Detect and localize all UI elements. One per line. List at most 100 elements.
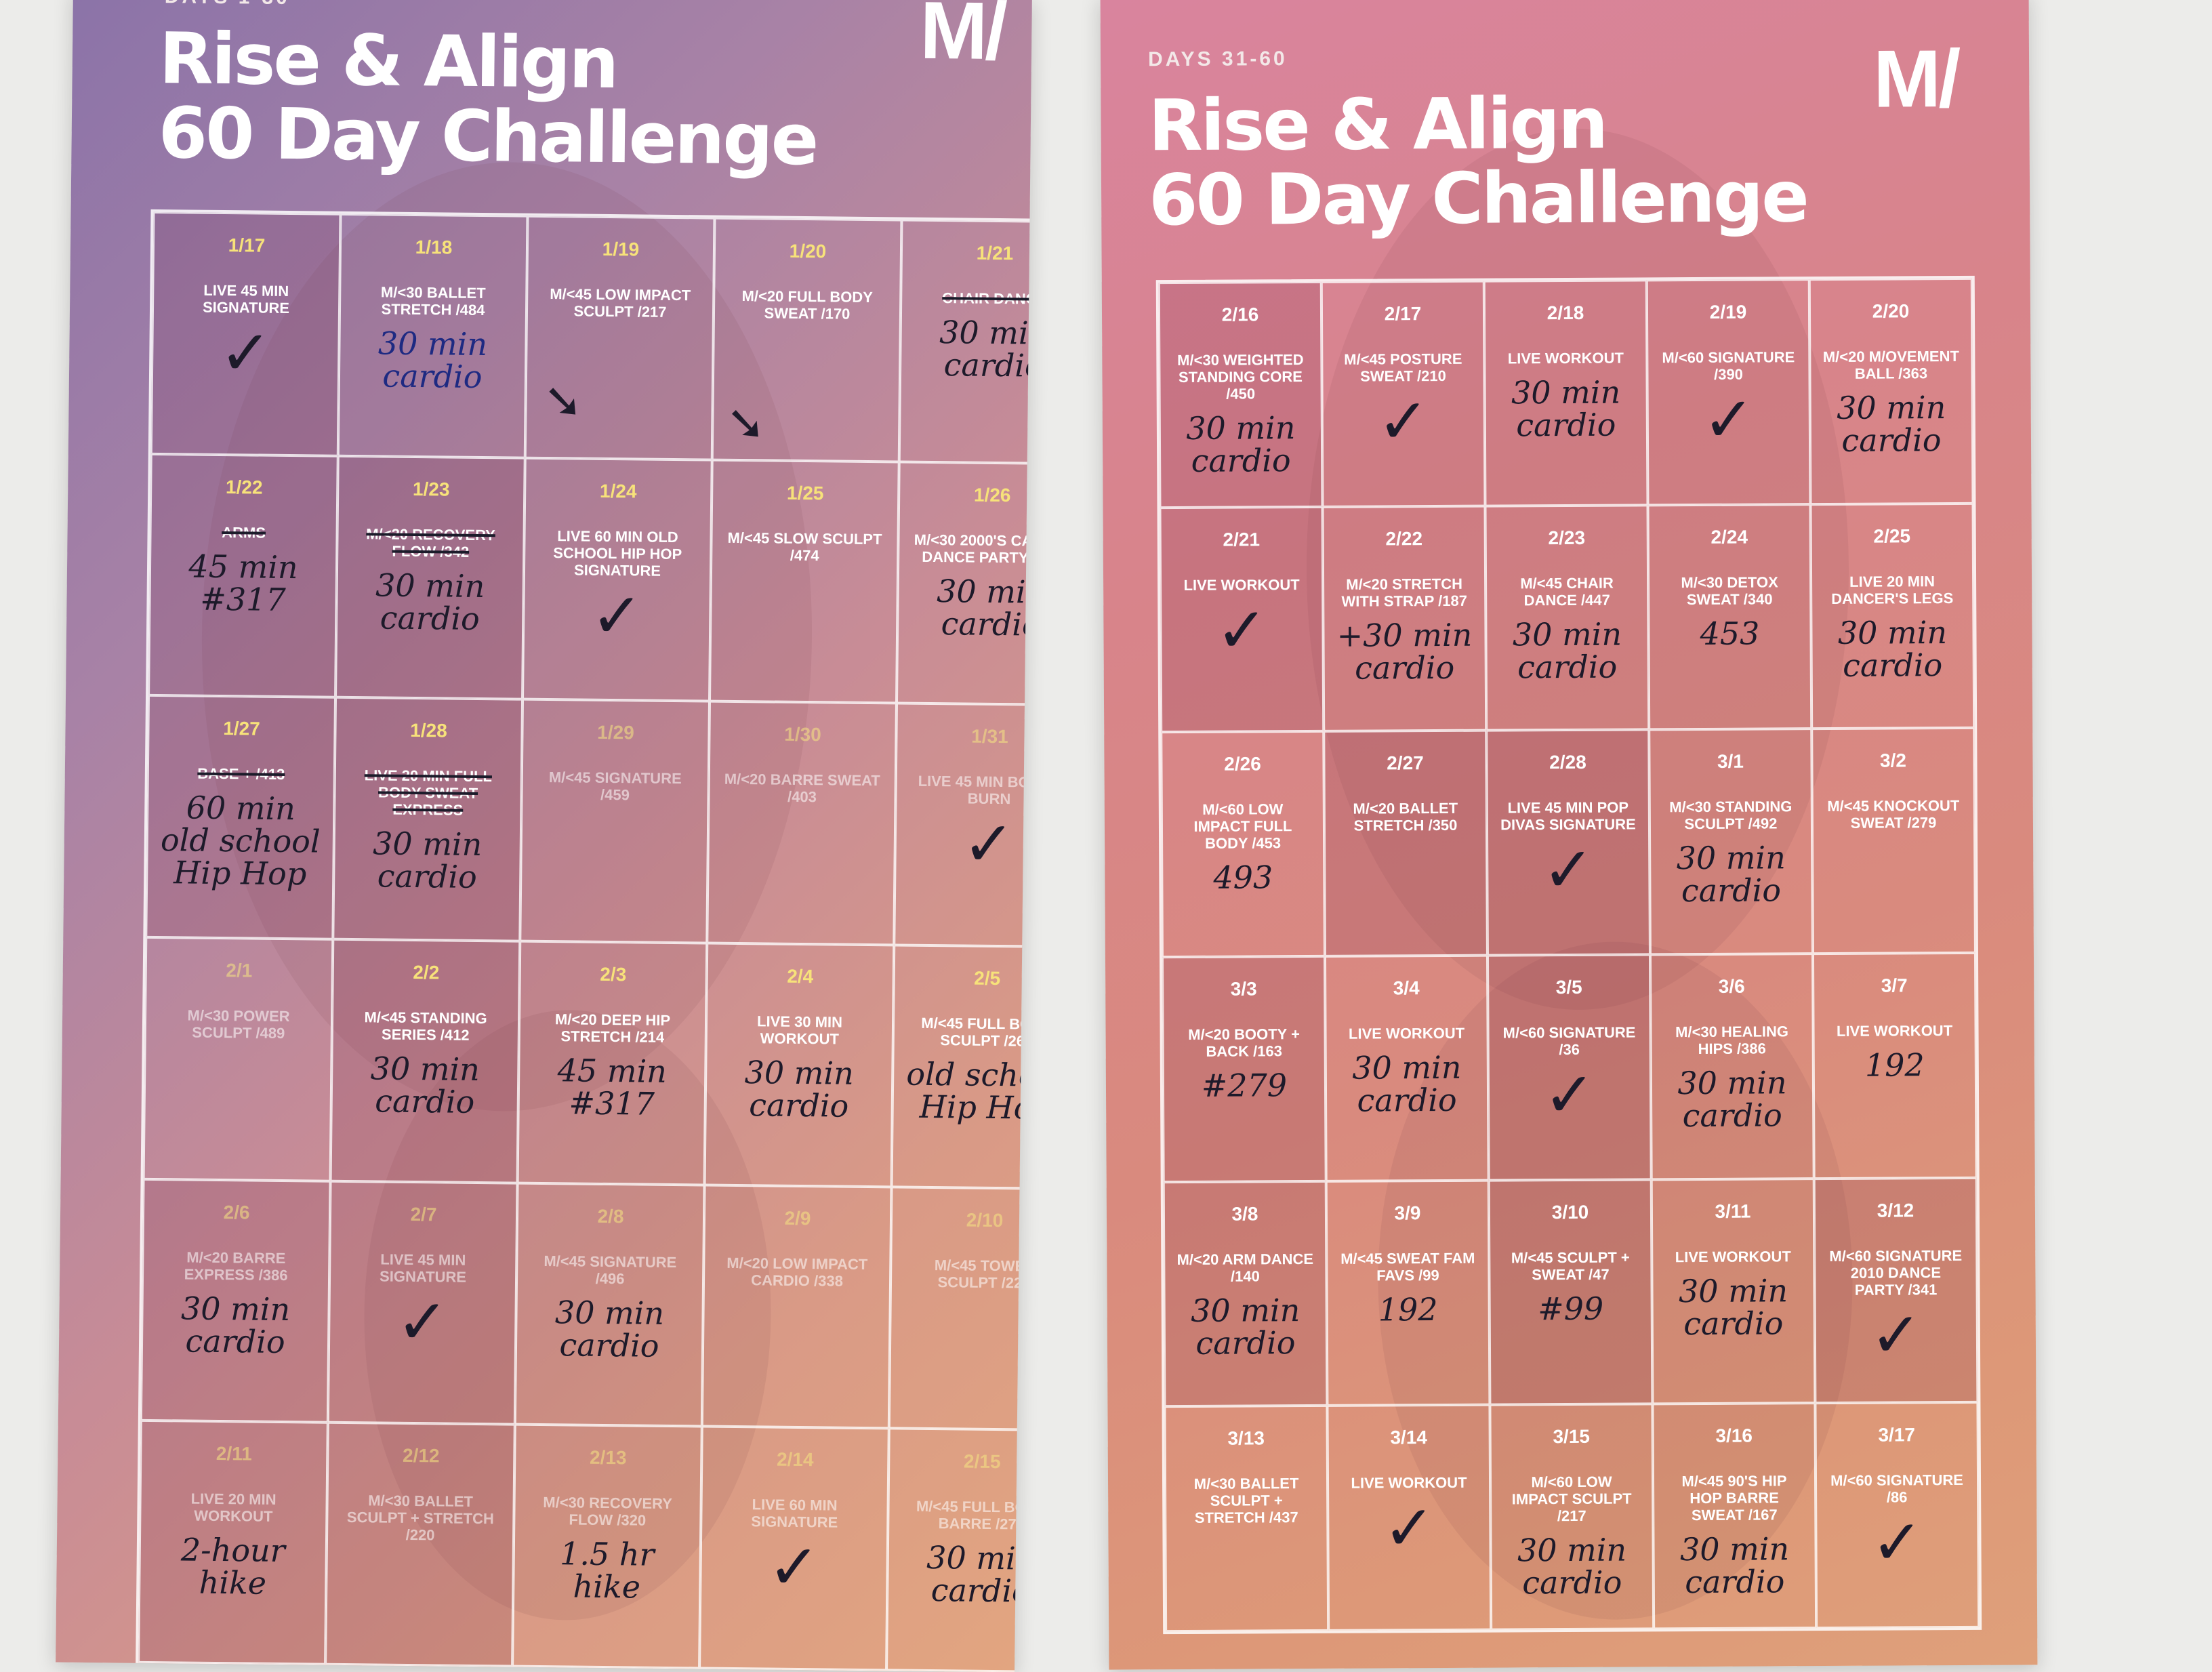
calendar-day-cell: 1/24 LIVE 60 MIN OLD SCHOOL HIP HOP SIGNA…: [523, 457, 712, 701]
day-date: 2/8: [597, 1205, 624, 1227]
calendar-day-cell: 3/7 LIVE WORKOUT 192: [1812, 952, 1977, 1179]
workout-label: M/<30 HEALING HIPS /386: [1675, 1023, 1789, 1057]
calendar-day-cell: 2/28 LIVE 45 MIN POP DIVAS SIGNATURE ✓: [1486, 729, 1650, 956]
handwritten-note: 30 min cardio: [372, 825, 483, 896]
calendar-day-cell: 2/3 M/<20 DEEP HIP STRETCH /214 45 min #31…: [517, 941, 708, 1185]
calendar-day-cell: 2/1 M/<30 POWER SCULPT /489: [143, 937, 333, 1181]
day-date: 1/22: [225, 476, 263, 498]
workout-label: LIVE WORKOUT: [1507, 349, 1624, 367]
day-date: 1/21: [976, 242, 1014, 264]
checkmark-icon: ✓: [1215, 593, 1269, 667]
handwritten-note: 453: [1700, 615, 1760, 652]
workout-label: M/<45 FULL BODY SCULPT /264: [921, 1014, 1032, 1050]
calendar-day-cell: 3/5 M/<60 SIGNATURE /36 ✓: [1487, 954, 1652, 1181]
day-date: 3/15: [1553, 1426, 1591, 1448]
calendar-day-cell: 1/23 M/<20 RECOVERY FLOW /342 30 min cardi…: [335, 455, 525, 699]
handwritten-note: 30 min cardio: [554, 1293, 665, 1364]
calendar-day-cell: 2/19 M/<60 SIGNATURE /390 ✓: [1646, 279, 1811, 506]
calendar-day-cell: 2/2 M/<45 STANDING SERIES /412 30 min card…: [330, 939, 520, 1183]
day-date: 2/20: [1872, 300, 1910, 322]
workout-label: LIVE 45 MIN BOOTY BURN: [918, 773, 1032, 808]
days-label: DAYS 1-30: [165, 0, 290, 9]
handwritten-note: 30 min cardio: [1679, 1530, 1790, 1601]
checkmark-icon: ✓: [1542, 834, 1595, 907]
workout-label: M/<45 TOWEL SCULPT /229: [934, 1256, 1032, 1292]
page-title-line1: Rise & Align: [1148, 81, 1607, 167]
day-date: 2/12: [402, 1445, 440, 1467]
calendar-day-cell: 3/12 M/<60 SIGNATURE 2010 DANCE PARTY /34…: [1814, 1177, 1978, 1404]
calendar-day-cell: 1/29 M/<45 SIGNATURE /459: [520, 699, 710, 943]
day-date: 1/31: [971, 725, 1008, 748]
calendar-day-cell: 3/9 M/<45 SWEAT FAM FAVS /99 192: [1326, 1180, 1490, 1406]
workout-label: LIVE 45 MIN POP DIVAS SIGNATURE: [1500, 798, 1636, 834]
day-date: 1/30: [784, 724, 821, 746]
calendar-day-cell: 3/17 M/<60 SIGNATURE /86 ✓: [1815, 1402, 1980, 1629]
workout-label: M/<30 2000'S CARDIO DANCE PARTY /328: [914, 531, 1032, 567]
calendar-day-cell: 3/13 M/<30 BALLET SCULPT + STRETCH /437: [1164, 1406, 1329, 1632]
handwritten-note: +30 min cardio: [1336, 616, 1473, 687]
day-date: 3/17: [1878, 1424, 1916, 1446]
calendar-day-cell: 2/20 M/<20 M/OVEMENT BALL /363 30 min card…: [1809, 278, 1973, 504]
day-date: 3/10: [1551, 1201, 1589, 1223]
calendar-day-cell: 2/11 LIVE 20 MIN WORKOUT 2-hour hike: [138, 1421, 328, 1665]
workout-label: LIVE 20 MIN WORKOUT: [190, 1490, 276, 1526]
handwritten-note: 493: [1213, 859, 1273, 897]
checkmark-icon: ✓: [396, 1285, 449, 1359]
workout-label: M/<30 STANDING SCULPT /492: [1669, 798, 1793, 833]
workout-label: M/<30 BALLET SCULPT + STRETCH /220: [346, 1492, 494, 1544]
handwritten-note: 30 min cardio: [370, 1050, 480, 1120]
page-title-line2: 60 Day Challenge: [158, 91, 817, 182]
day-date: 2/19: [1709, 301, 1747, 323]
day-date: 3/13: [1227, 1427, 1265, 1449]
day-date: 2/27: [1387, 752, 1424, 774]
day-date: 3/12: [1877, 1199, 1914, 1221]
calendar-day-cell: 1/30 M/<20 BARRE SWEAT /403: [707, 701, 897, 945]
calendar-day-cell: 2/13 M/<30 RECOVERY FLOW /320 1.5 hr hike: [512, 1424, 702, 1669]
calendar-day-cell: 3/6 M/<30 HEALING HIPS /386 30 min cardio: [1650, 954, 1814, 1180]
handwritten-note: 30 min cardio: [1511, 373, 1621, 444]
handwritten-note: 45 min #317: [188, 548, 298, 618]
workout-label: M/<45 SLOW SCULPT /474: [727, 529, 882, 564]
calendar-day-cell: 2/15 M/<45 FULL BODY BARRE /274 30 min car…: [886, 1428, 1032, 1672]
calendar-grid: 2/16 M/<30 WEIGHTED STANDING CORE /450 30 …: [1155, 275, 1982, 1635]
day-date: 2/23: [1548, 527, 1586, 548]
day-date: 3/8: [1231, 1203, 1258, 1225]
day-date: 1/18: [415, 236, 453, 258]
calendar-day-cell: 3/4 LIVE WORKOUT 30 min cardio: [1324, 955, 1489, 1181]
day-date: 1/25: [786, 482, 824, 504]
day-date: 2/9: [784, 1207, 811, 1229]
handwritten-note: 30 min cardio: [1186, 409, 1296, 479]
day-date: 2/25: [1873, 525, 1911, 547]
workout-label: M/<20 DEEP HIP STRETCH /214: [554, 1011, 671, 1046]
workout-label: M/<20 BOOTY + BACK /163: [1188, 1025, 1300, 1060]
day-date: 3/7: [1881, 975, 1908, 996]
day-date: 2/28: [1549, 752, 1586, 773]
calendar-day-cell: 3/11 LIVE WORKOUT 30 min cardio: [1651, 1178, 1816, 1404]
handwritten-note: 30 min cardio: [1837, 613, 1948, 684]
day-date: 3/11: [1715, 1200, 1751, 1222]
workout-label: M/<30 DETOX SWEAT /340: [1681, 573, 1778, 608]
workout-label: CHAIR DANCE: [942, 289, 1032, 308]
handwritten-note: 30 min cardio: [375, 567, 485, 637]
day-date: 3/2: [1879, 750, 1907, 771]
workout-label: LIVE WORKOUT: [1675, 1247, 1791, 1265]
workout-label: LIVE 20 MIN DANCER'S LEGS: [1831, 572, 1954, 607]
workout-label: M/<30 POWER SCULPT /489: [187, 1006, 290, 1042]
day-date: 2/7: [410, 1203, 437, 1225]
workout-label: M/<20 RECOVERY FLOW /342: [366, 525, 495, 560]
handwritten-note: 30 min cardio: [1517, 1531, 1627, 1602]
day-date: 1/28: [410, 720, 447, 741]
handwritten-note: 30 min cardio: [1676, 839, 1786, 910]
handwritten-note: 30 min cardio: [1512, 615, 1622, 686]
day-date: 2/4: [787, 965, 814, 987]
checkmark-icon: ✓: [1702, 383, 1755, 456]
workout-label: M/<20 BARRE EXPRESS /386: [184, 1248, 288, 1284]
brand-logo: M/: [919, 0, 1006, 77]
handwritten-note: 60 min old school Hip Hop: [160, 789, 321, 893]
day-date: 2/17: [1384, 303, 1422, 325]
workout-label: M/<60 SIGNATURE 2010 DANCE PARTY /341: [1829, 1246, 1963, 1299]
workout-label: M/<45 POSTURE SWEAT /210: [1344, 350, 1462, 385]
checkmark-icon: ✓: [590, 579, 644, 653]
workout-label: LIVE 60 MIN SIGNATURE: [751, 1496, 838, 1531]
handwritten-note: 2-hour hike: [180, 1531, 285, 1602]
